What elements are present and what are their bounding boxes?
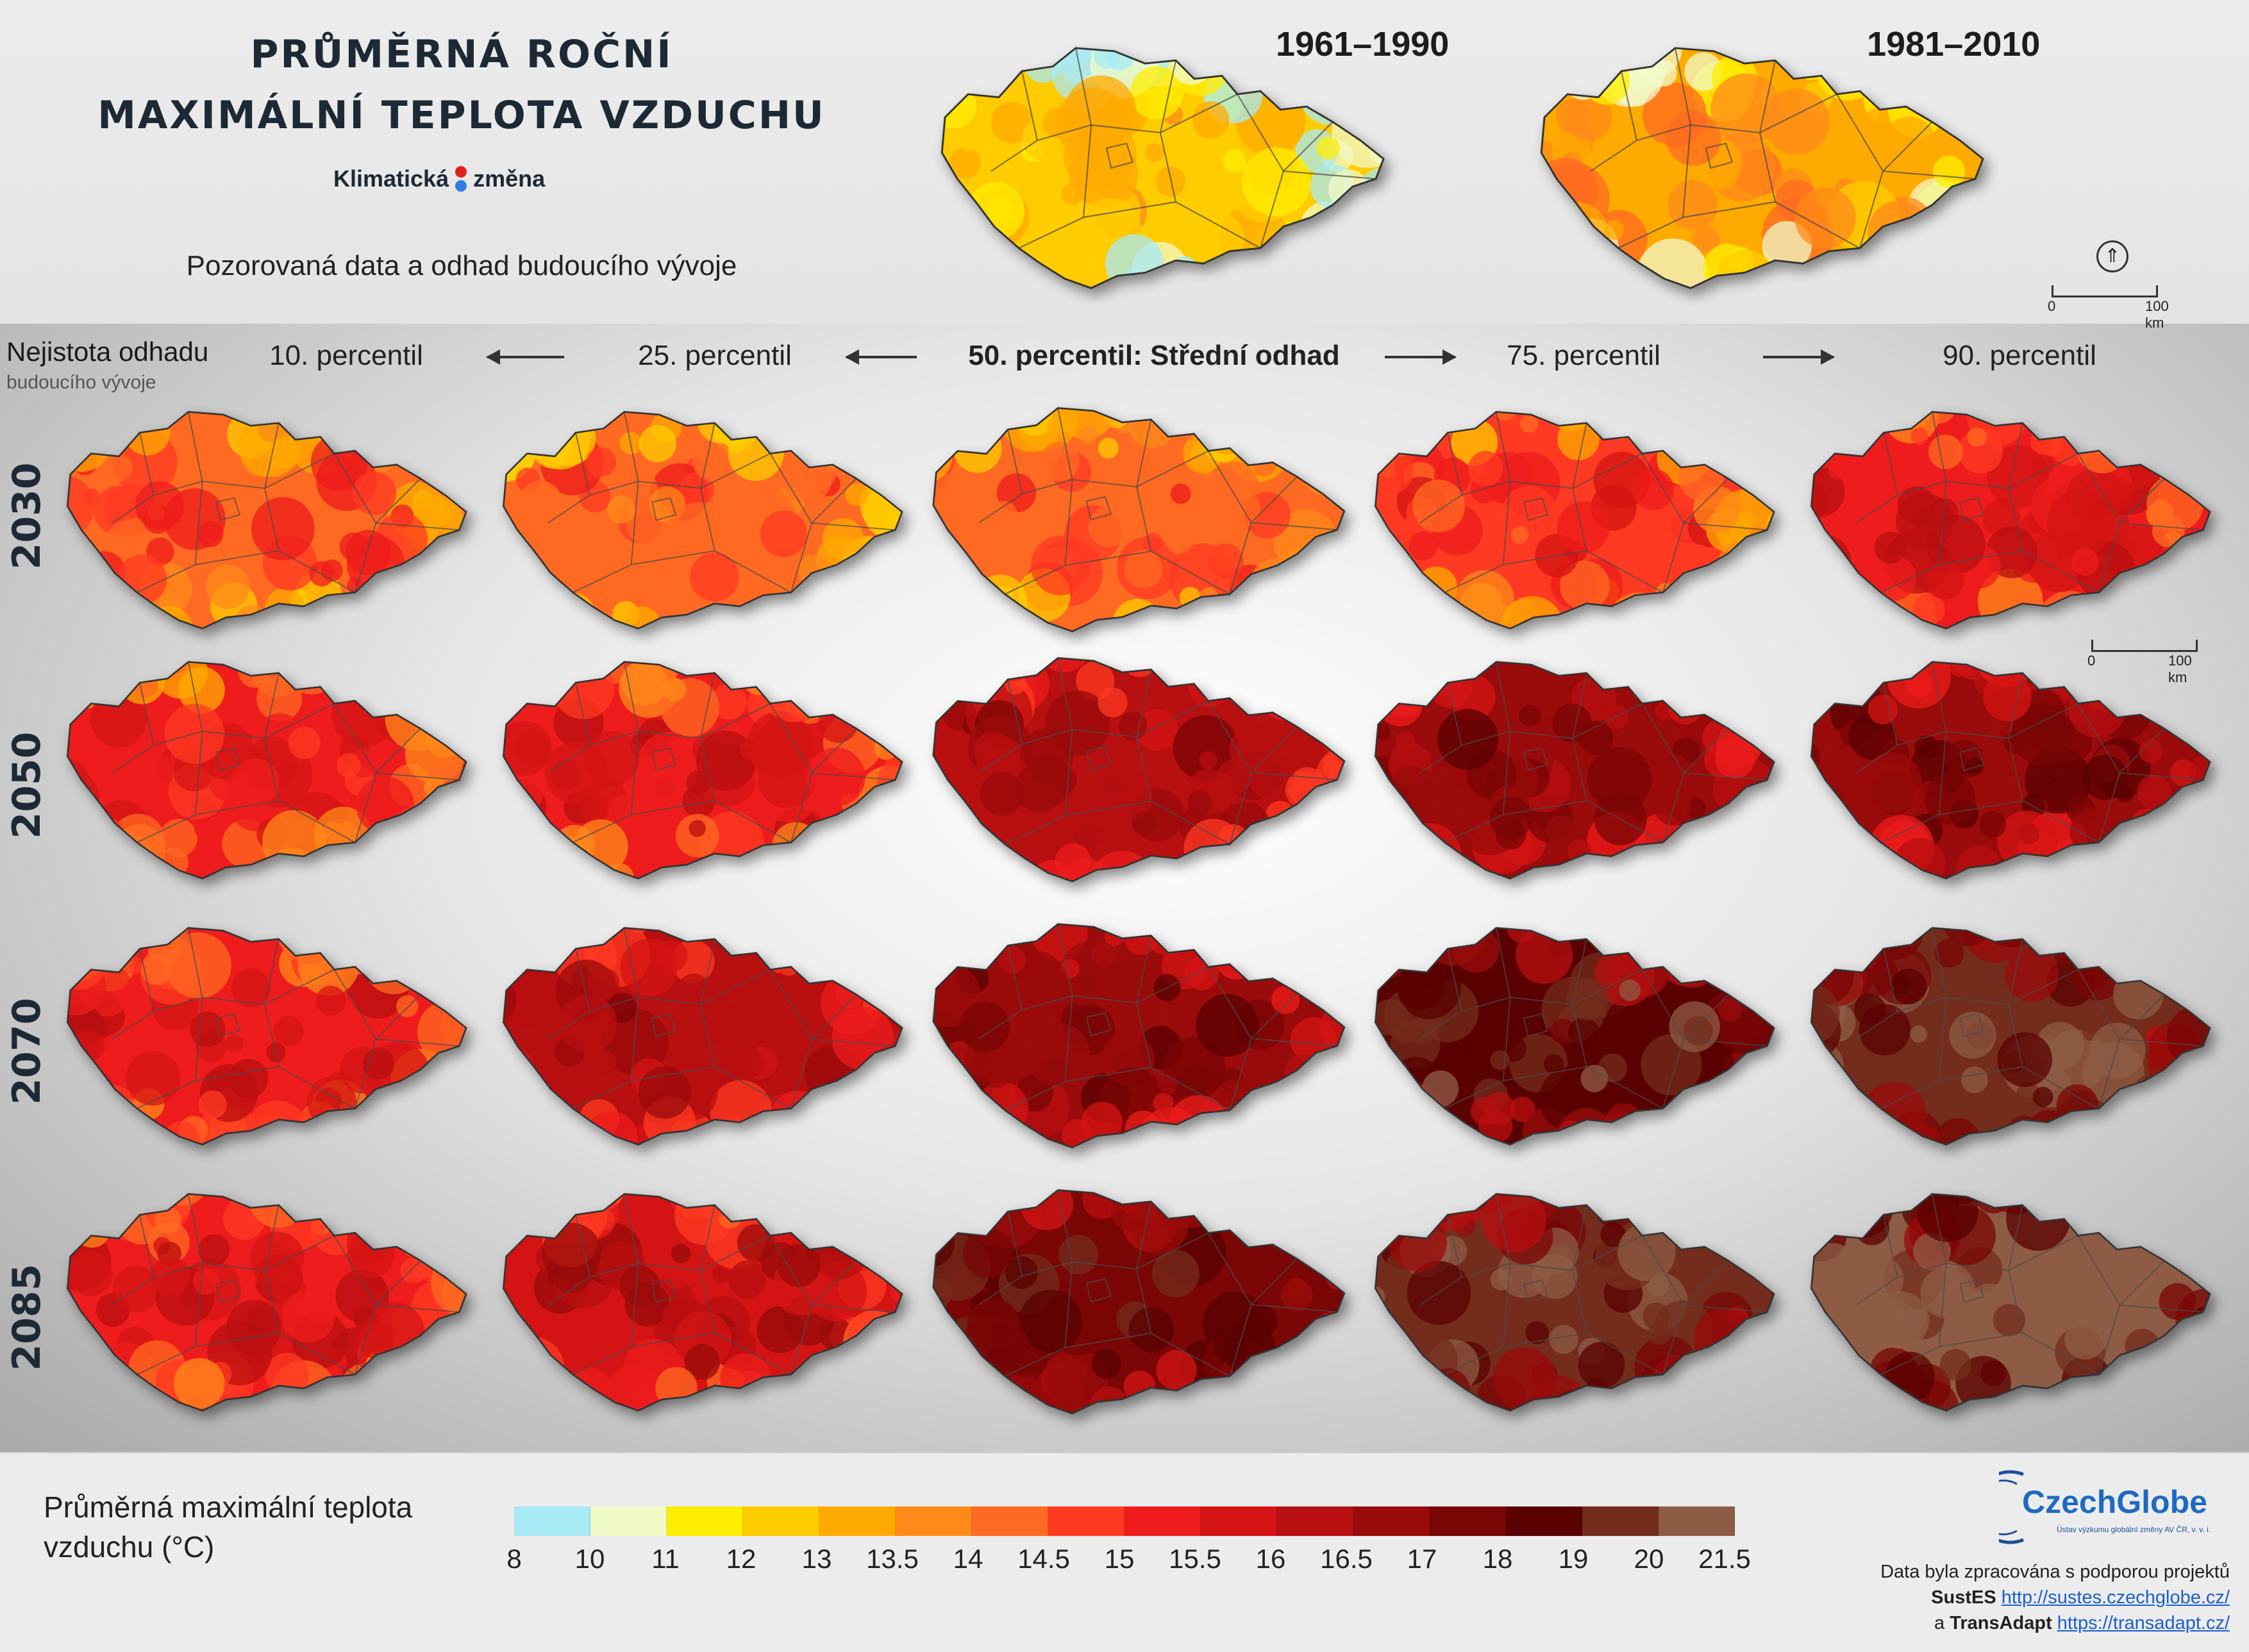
- map-projection-2030-col3: [932, 407, 1346, 633]
- map-projection-2070-col4: [1375, 927, 1775, 1146]
- legend-swatch: [667, 1506, 743, 1536]
- map-projection-2085-col2: [503, 1193, 903, 1412]
- period-label-1981-2010: 1981–2010: [1867, 25, 2041, 63]
- legend-color-bar: [514, 1506, 1735, 1536]
- legend-swatch: [1582, 1506, 1659, 1536]
- legend-swatch: [743, 1506, 819, 1536]
- map-title-line1: PRŮMĚRNÁ ROČNÍ: [250, 32, 673, 77]
- column-label-p25: 25. percentil: [638, 340, 792, 371]
- legend-swatch: [1201, 1506, 1277, 1536]
- czechglobe-logo: CzechGlobe Ústav výzkumu globální změny …: [1999, 1470, 2211, 1544]
- scale-start-label: 0: [2087, 653, 2096, 669]
- scale-end-label: 100 km: [2168, 653, 2192, 685]
- project2-name: TransAdapt: [1950, 1613, 2052, 1633]
- period-label-1961-1990: 1961–1990: [1276, 25, 1450, 63]
- legend-swatch: [590, 1506, 667, 1536]
- logo-text: CzechGlobe: [2022, 1484, 2207, 1520]
- map-title-line2: MAXIMÁLNÍ TEPLOTA VZDUCHU: [97, 93, 826, 138]
- brand-right-text: změna: [473, 165, 546, 192]
- legend-tick-label: 13: [801, 1544, 832, 1574]
- project1-name: SustES: [1931, 1587, 1996, 1608]
- column-label-p75: 75. percentil: [1507, 340, 1660, 371]
- row-label-2030: 2030: [4, 462, 49, 570]
- brand-dots-icon: [455, 166, 467, 192]
- legend-tick-label: 16: [1255, 1544, 1286, 1574]
- legend-swatch: [1124, 1506, 1201, 1536]
- legend-tick-label: 16.5: [1320, 1544, 1373, 1574]
- legend-tick-label: 15.5: [1169, 1544, 1221, 1574]
- map-projection-2070-col2: [503, 927, 903, 1146]
- arrow-left-icon: [845, 349, 917, 365]
- legend-tick-label: 10: [574, 1544, 605, 1574]
- credit-and: a: [1934, 1613, 1945, 1633]
- legend-swatch: [972, 1506, 1048, 1536]
- row-label-2050: 2050: [4, 731, 49, 839]
- legend-tick-label: 15: [1104, 1544, 1135, 1574]
- arrow-right-icon: [1385, 349, 1457, 365]
- arrow-right-icon: [1763, 349, 1835, 365]
- map-subtitle: Pozorovaná data a odhad budoucího vývoje: [186, 250, 737, 281]
- project2-link[interactable]: https://transadapt.cz/: [2057, 1613, 2230, 1633]
- brand-logo: Klimatická změna: [333, 165, 545, 192]
- map-projection-2070-col1: [67, 927, 467, 1146]
- map-projection-2070-col3: [932, 923, 1346, 1149]
- north-arrow-icon: ⇑: [2096, 240, 2128, 272]
- legend-swatch: [514, 1506, 590, 1536]
- scale-end-label: 100 km: [2145, 298, 2169, 331]
- scale-start-label: 0: [2048, 298, 2056, 314]
- map-projection-2050-col3: [932, 657, 1346, 883]
- legend-tick-label: 14: [953, 1544, 983, 1574]
- legend-tick-label: 18: [1482, 1544, 1513, 1574]
- map-projection-2030-col4: [1375, 411, 1775, 630]
- legend-swatch: [1659, 1506, 1735, 1536]
- credit-line: Data byla zpracována s podporou projektů: [1880, 1562, 2230, 1582]
- map-projection-2070-col5: [1810, 927, 2211, 1146]
- map-projection-2085-col3: [932, 1189, 1346, 1415]
- legend-tick-label: 8: [506, 1544, 522, 1574]
- legend-tick-label: 19: [1558, 1544, 1589, 1574]
- legend-tick-label: 21.5: [1698, 1544, 1751, 1574]
- legend-tick-label: 11: [651, 1544, 680, 1574]
- map-projection-2050-col5: [1810, 661, 2211, 880]
- brand-left-text: Klimatická: [333, 165, 449, 192]
- map-projection-2050-col4: [1375, 661, 1775, 880]
- map-projection-2085-col5: [1810, 1193, 2211, 1412]
- map-projection-2050-col1: [67, 661, 467, 880]
- credits: Data byla zpracována s podporou projektů…: [1880, 1559, 2230, 1636]
- legend-swatch: [819, 1506, 896, 1536]
- map-observed-1981-2010: [1540, 47, 1984, 289]
- legend-tick-label: 14.5: [1017, 1544, 1070, 1574]
- map-projection-2085-col4: [1375, 1193, 1775, 1412]
- footer-band: [0, 1452, 2249, 1652]
- legend-swatch: [1506, 1506, 1582, 1536]
- map-projection-2030-col2: [503, 411, 903, 630]
- project1-link[interactable]: http://sustes.czechglobe.cz/: [2001, 1587, 2230, 1608]
- legend-swatch: [1353, 1506, 1430, 1536]
- column-label-p10: 10. percentil: [269, 340, 423, 371]
- column-label-p90: 90. percentil: [1943, 340, 2096, 371]
- uncertainty-subtitle: budoucího vývoje: [6, 372, 156, 393]
- map-projection-2050-col2: [503, 661, 903, 880]
- uncertainty-title: Nejistota odhadu: [6, 337, 209, 367]
- legend-tick-label: 13.5: [866, 1544, 919, 1574]
- map-observed-1961-1990: [941, 47, 1385, 289]
- legend-tick-label: 12: [726, 1544, 757, 1574]
- legend-swatch: [1277, 1506, 1353, 1536]
- legend-swatch: [896, 1506, 972, 1536]
- legend-swatch: [1048, 1506, 1124, 1536]
- map-projection-2030-col5: [1810, 411, 2211, 630]
- legend-swatch: [1430, 1506, 1506, 1536]
- legend-tick-label: 17: [1407, 1544, 1437, 1574]
- map-projection-2085-col1: [67, 1193, 467, 1412]
- column-label-p50: 50. percentil: Střední odhad: [968, 340, 1340, 371]
- row-label-2085: 2085: [4, 1264, 49, 1371]
- arrow-left-icon: [486, 349, 564, 365]
- row-label-2070: 2070: [4, 997, 49, 1105]
- legend-tick-label: 20: [1634, 1544, 1664, 1574]
- logo-subtext: Ústav výzkumu globální změny AV ČR, v. v…: [2057, 1524, 2211, 1534]
- legend-title: Průměrná maximální teplota vzduchu (°C): [44, 1490, 413, 1564]
- map-projection-2030-col1: [67, 411, 467, 630]
